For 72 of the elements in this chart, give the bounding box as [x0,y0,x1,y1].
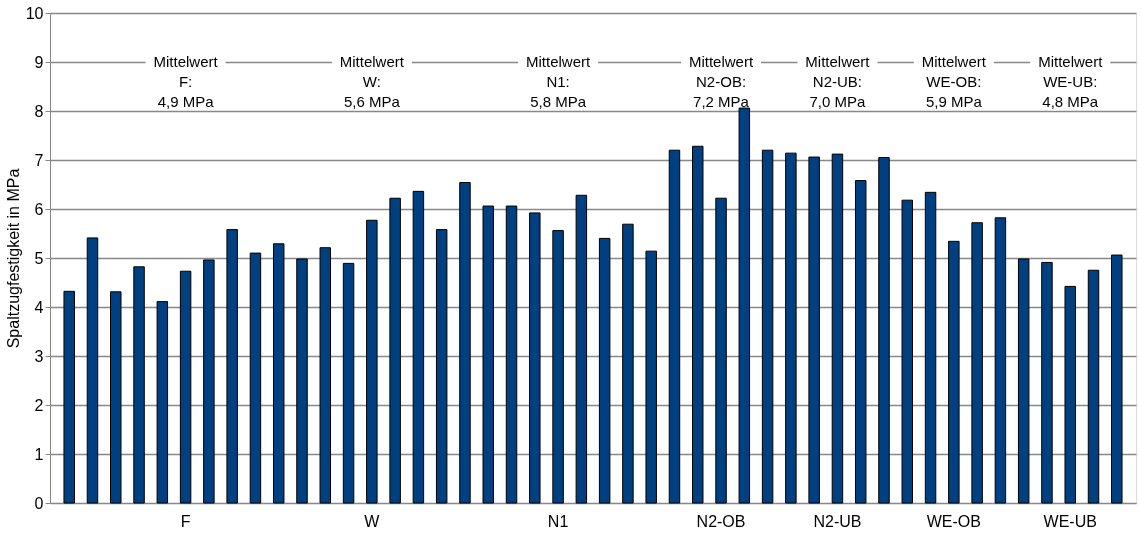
bar [203,259,215,504]
bar [668,149,681,504]
bar [366,219,378,504]
bar [715,197,727,504]
bar [86,237,99,504]
bar [529,212,541,504]
x-tick-label: N2-UB [813,512,862,530]
annotation: Mittelwert WE-OB: 5,9 MPa [921,53,987,110]
bar [179,270,192,504]
annotation: Mittelwert N2-UB: 7,0 MPa [805,53,871,110]
bar [110,291,122,504]
bar [1017,258,1030,504]
bar [785,152,797,504]
y-tick-label: 7 [34,151,44,169]
x-tick-label: WE-OB [926,512,981,530]
bar [761,149,774,504]
annotation: Mittelwert N1: 5,8 MPa [525,53,591,110]
bar [342,262,355,504]
y-tick-label: 5 [34,249,44,267]
y-tick-label: 4 [34,298,44,316]
bar [482,205,494,504]
bar [459,182,471,504]
bar [296,258,308,504]
bar [389,197,401,504]
bar [156,301,169,504]
y-tick-label: 2 [34,396,44,414]
bar [692,145,704,504]
bar [831,153,844,504]
bar [808,156,820,504]
bar [971,222,983,504]
x-tick-label: N1 [547,512,569,530]
annotation: Mittelwert N2-OB: 7,2 MPa [688,53,754,110]
bar [622,223,634,504]
bar [435,229,448,504]
bar [575,194,588,504]
bar [1064,285,1076,504]
bar [598,237,611,504]
bar [1111,254,1123,504]
bar [901,199,914,504]
y-tick-label: 3 [34,347,44,365]
bar [1041,261,1053,504]
bar [738,107,751,504]
bar [63,290,75,504]
bar [948,240,960,504]
bar [272,243,285,504]
bar [249,252,262,504]
annotation: Mittelwert F: 4,9 MPa [153,53,219,110]
bar [505,205,518,504]
x-tick-label: W [364,512,381,530]
bar [878,157,890,504]
bar [319,247,332,504]
bar [924,191,937,504]
bar [645,250,657,504]
y-tick-label: 10 [25,4,44,22]
bar [226,229,238,504]
bar [1087,269,1100,504]
x-tick-label: WE-UB [1043,512,1097,530]
bar [133,266,145,504]
y-tick-label: 8 [34,102,44,120]
bar [552,230,564,504]
annotation: Mittelwert W: 5,6 MPa [339,53,405,110]
x-tick-label: F [180,512,191,530]
bar [994,217,1007,504]
bar [854,180,867,504]
y-tick-label: 0 [34,494,44,512]
y-axis-title: Spaltzugfestigkeit in MPa [4,168,22,349]
annotation: Mittelwert WE-UB: 4,8 MPa [1038,53,1104,110]
y-tick-label: 6 [34,200,44,218]
bar [412,190,425,504]
y-tick-label: 1 [34,445,44,463]
y-tick-label: 9 [34,53,44,71]
x-tick-label: N2-OB [696,512,746,530]
